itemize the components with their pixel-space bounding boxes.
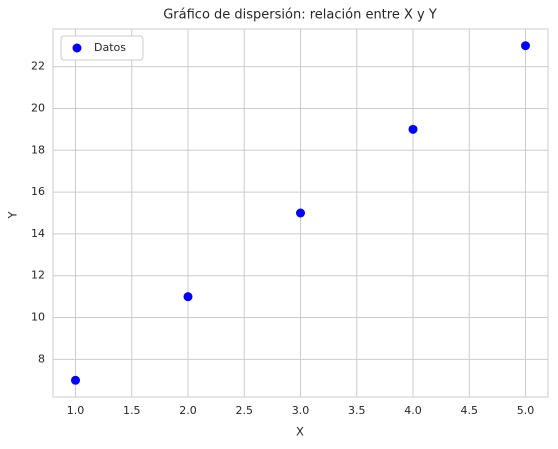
- x-tick-label: 3.5: [348, 404, 366, 417]
- x-tick-label: 2.5: [236, 404, 254, 417]
- y-tick-label: 14: [31, 227, 45, 240]
- y-tick-label: 22: [31, 60, 45, 73]
- x-tick-label: 4.0: [404, 404, 422, 417]
- x-tick-label: 1.5: [123, 404, 141, 417]
- x-tick-label: 4.5: [461, 404, 479, 417]
- y-tick-label: 18: [31, 143, 45, 156]
- y-axis-label: Y: [6, 211, 20, 220]
- y-tick-label: 16: [31, 185, 45, 198]
- x-tick-label: 5.0: [517, 404, 535, 417]
- point: [183, 292, 193, 302]
- legend-marker: [72, 43, 82, 53]
- y-tick-label: 10: [31, 311, 45, 324]
- legend-label: Datos: [94, 41, 126, 54]
- y-tick-label: 12: [31, 269, 45, 282]
- legend-box: [60, 35, 144, 61]
- x-tick-label: 2.0: [179, 404, 197, 417]
- y-tick-label: 20: [31, 101, 45, 114]
- x-tick-label: 1.0: [67, 404, 85, 417]
- y-tick-label: 8: [38, 352, 45, 365]
- plot-frame: [52, 28, 549, 398]
- point: [408, 124, 418, 134]
- point: [71, 375, 80, 385]
- chart-title: Gráfico de dispersión: relación entre X …: [163, 8, 437, 23]
- x-tick-label: 3.0: [292, 404, 310, 417]
- point: [521, 41, 530, 51]
- x-axis-label: X: [296, 425, 304, 439]
- point: [296, 208, 305, 218]
